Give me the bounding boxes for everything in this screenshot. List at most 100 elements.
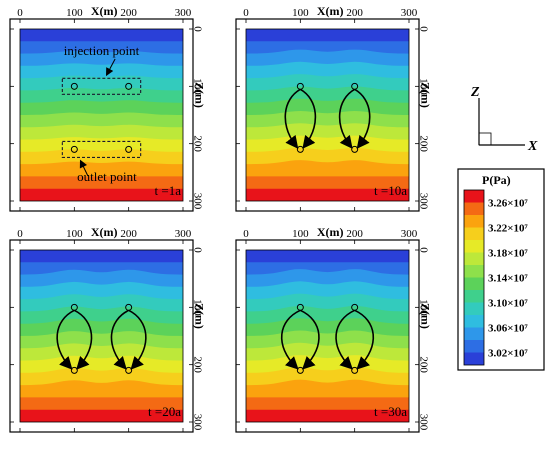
legend-swatch — [464, 340, 484, 353]
injection-well-marker — [70, 82, 78, 90]
x-tick-label: 200 — [346, 7, 363, 19]
legend-label: 3.26×10⁷ — [488, 198, 529, 210]
time-label: t =30a — [374, 404, 407, 419]
legend-swatch — [464, 327, 484, 340]
plot-area-border — [245, 249, 410, 423]
x-axis-label: X(m) — [317, 225, 344, 239]
x-tick-label: 300 — [175, 228, 192, 240]
legend-swatch — [464, 265, 484, 278]
pressure-band — [246, 409, 409, 422]
z-tick-label: 300 — [417, 414, 429, 431]
pressure-field — [20, 29, 183, 201]
flow-loop — [280, 309, 301, 370]
flow-loop — [299, 88, 317, 149]
x-tick-label: 100 — [292, 228, 309, 240]
outlet-arrow — [79, 159, 89, 177]
injection-well-marker — [125, 82, 133, 90]
outlet-well-marker — [296, 145, 304, 153]
flow-loop — [354, 88, 371, 149]
panel-2: 0 100 200 300 X(m) 0 100 200 300 Z(m) t =10a — [235, 4, 432, 212]
z-tick-label: 0 — [417, 247, 429, 253]
z-tick-label: 100 — [417, 78, 429, 95]
z-axis-label: Z(m) — [192, 82, 206, 108]
z-tick-label: 100 — [191, 299, 203, 316]
legend-swatch — [464, 240, 484, 253]
legend-label: 3.14×10⁷ — [488, 273, 529, 285]
legend-swatch — [464, 277, 484, 290]
legend-label: 3.18×10⁷ — [488, 248, 529, 260]
x-axis-label: X(m) — [91, 4, 118, 18]
flow-loop — [110, 309, 130, 370]
x-tick-label: 0 — [243, 228, 249, 240]
x-tick-label: 300 — [401, 7, 418, 19]
z-tick-label: 200 — [191, 356, 203, 373]
flow-loop — [354, 309, 375, 370]
flow-loop — [299, 309, 320, 370]
pressure-field — [246, 29, 409, 201]
legend-label: 3.10×10⁷ — [488, 298, 529, 310]
time-label: t =20a — [148, 404, 181, 419]
z-tick-label: 200 — [191, 135, 203, 152]
x-axis-label: X(m) — [91, 225, 118, 239]
legend-swatch — [464, 290, 484, 303]
outlet-well-marker — [125, 366, 133, 374]
x-tick-label: 100 — [292, 7, 309, 19]
flow-loop — [73, 309, 93, 370]
panel-1: 0 100 200 300 X(m) 0 100 200 300 Z(m) injection po… — [9, 4, 206, 212]
flow-loop — [128, 309, 147, 370]
x-tick-label: 200 — [120, 7, 137, 19]
coordinate-triad: Z X — [470, 85, 538, 154]
injection-box — [61, 77, 142, 95]
pressure-legend: P(Pa) 3.26×10⁷ 3.22×10⁷ 3.18×10⁷ 3.14×10⁷ 3.… — [457, 168, 545, 371]
z-tick-label: 200 — [417, 356, 429, 373]
z-axis-label: Z(m) — [418, 82, 432, 108]
z-tick-label: 200 — [417, 135, 429, 152]
flow-loop — [284, 88, 301, 149]
x-tick-label: 0 — [17, 7, 23, 19]
z-tick-label: 100 — [417, 299, 429, 316]
outlet-well-marker — [351, 366, 359, 374]
legend-swatch — [464, 202, 484, 215]
z-tick-label: 0 — [191, 26, 203, 32]
pressure-band — [246, 188, 409, 201]
legend-swatch — [464, 252, 484, 265]
legend-label: 3.06×10⁷ — [488, 323, 529, 335]
legend-swatch — [464, 352, 484, 365]
x-tick-label: 100 — [66, 7, 83, 19]
outlet-well-marker — [70, 366, 78, 374]
plot-area-border — [245, 28, 410, 202]
z-axis-label: Z(m) — [418, 303, 432, 329]
z-tick-label: 100 — [191, 78, 203, 95]
legend-title: P(Pa) — [482, 173, 511, 187]
x-tick-label: 0 — [243, 7, 249, 19]
injection-arrow — [105, 58, 116, 77]
time-label: t =10a — [374, 183, 407, 198]
triad-z-label: Z — [470, 85, 480, 100]
outlet-well-marker — [351, 145, 359, 153]
outlet-well-marker — [125, 145, 133, 153]
z-axis-label: Z(m) — [192, 303, 206, 329]
legend-swatch — [464, 227, 484, 240]
legend-swatch — [464, 302, 484, 315]
z-tick-label: 300 — [417, 193, 429, 210]
outlet-well-marker — [70, 145, 78, 153]
legend-label: 3.22×10⁷ — [488, 223, 529, 235]
x-axis-label: X(m) — [317, 4, 344, 18]
z-tick-label: 300 — [191, 414, 203, 431]
x-tick-label: 200 — [346, 228, 363, 240]
x-tick-label: 300 — [401, 228, 418, 240]
time-label: t =1a — [155, 183, 182, 198]
outlet-annotation: outlet point — [77, 169, 137, 184]
legend-swatch — [464, 190, 484, 203]
injection-annotation: injection point — [64, 43, 140, 58]
z-tick-label: 300 — [191, 193, 203, 210]
pressure-band — [20, 188, 183, 201]
flow-loop — [335, 309, 356, 370]
right-angle-mark — [478, 132, 492, 146]
z-tick-label: 0 — [417, 26, 429, 32]
panel-4: 0 100 200 300 X(m) 0 100 200 300 Z(m) t =30a — [235, 225, 432, 433]
z-tick-label: 0 — [191, 247, 203, 253]
x-tick-label: 200 — [120, 228, 137, 240]
panel-3: 0 100 200 300 X(m) 0 100 200 300 Z(m) t =20a — [9, 225, 206, 433]
triad-x-label: X — [527, 139, 538, 154]
